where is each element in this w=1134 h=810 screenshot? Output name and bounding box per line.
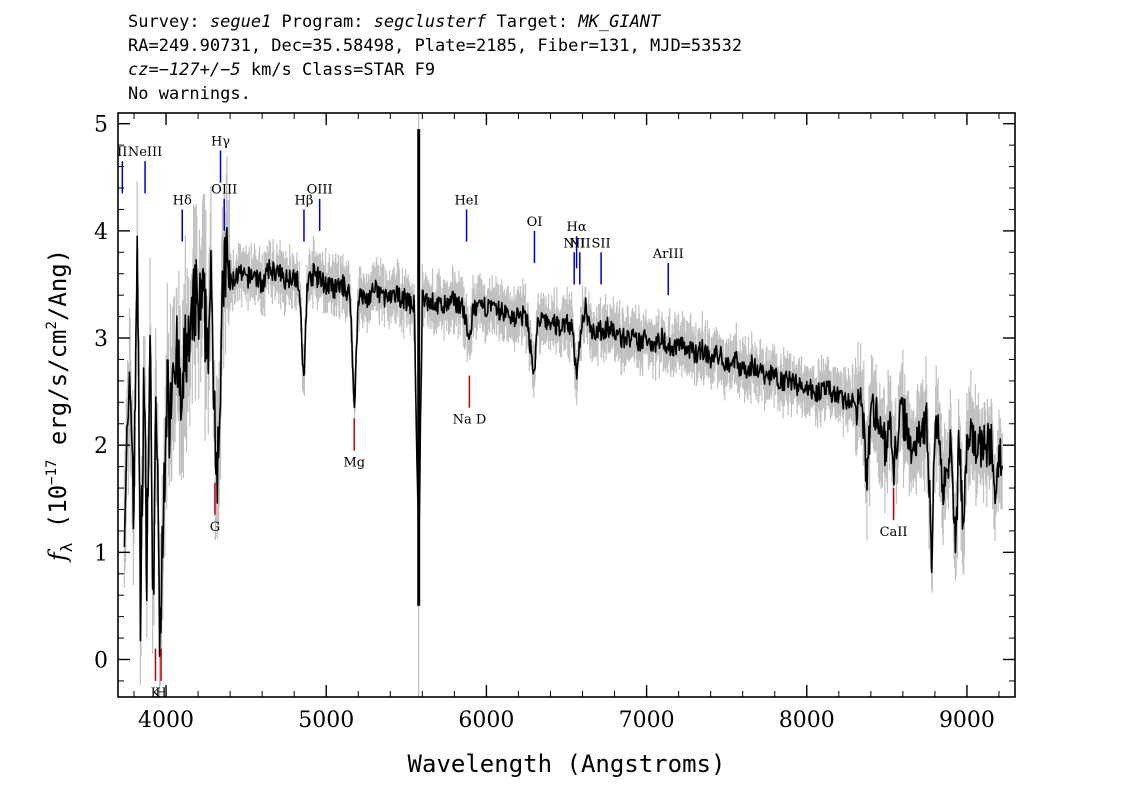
- x-tick-label: 7000: [619, 708, 675, 733]
- x-axis-title: Wavelength (Angstroms): [408, 750, 726, 778]
- absorption-line-label: H: [155, 686, 166, 701]
- y-axis-title: fλ (10−17 erg/s/cm2/Ang): [44, 249, 76, 563]
- x-tick-label: 6000: [458, 708, 514, 733]
- emission-line-label: Hδ: [173, 193, 192, 208]
- cz-value: cz=−127+/−5: [128, 60, 241, 80]
- emission-line-label: ArIII: [652, 247, 684, 262]
- emission-line-label: OI: [527, 215, 543, 230]
- program-label: Program:: [271, 12, 374, 32]
- y-title-units-tail: /Ang): [44, 249, 72, 321]
- emission-line-label: NeIII: [128, 145, 162, 160]
- emission-line-label: OIII: [307, 183, 333, 198]
- y-tick-label: 5: [94, 113, 108, 138]
- emission-line-label: SII: [592, 236, 611, 251]
- emission-line-label: HeI: [454, 193, 478, 208]
- header-line-redshift: cz=−127+/−5 km/s Class=STAR F9: [128, 58, 742, 82]
- emission-line-label: OIII: [211, 183, 237, 198]
- emission-line-label: Hα: [567, 220, 587, 235]
- x-tick-label: 5000: [298, 708, 354, 733]
- cz-class-text: km/s Class=STAR F9: [240, 60, 436, 80]
- y-tick-label: 1: [94, 541, 108, 566]
- header-line-survey: Survey: segue1 Program: segclusterf Targ…: [128, 10, 742, 34]
- y-title-main: (10: [44, 485, 72, 543]
- plot-frame: [117, 112, 1016, 698]
- target-value: MK_GIANT: [578, 12, 661, 32]
- target-label: Target:: [486, 12, 579, 32]
- emission-line-label: NII: [563, 236, 585, 251]
- emission-line-label: Hγ: [211, 135, 230, 150]
- absorption-line-label: CaII: [880, 525, 908, 540]
- flux-series: [123, 129, 1003, 658]
- absorption-line-label: K: [151, 686, 161, 701]
- y-title-units: erg/s/cm: [44, 330, 72, 460]
- header-line-coordinates: RA=249.90731, Dec=35.58498, Plate=2185, …: [128, 36, 743, 56]
- absorption-line-label: Mg: [343, 456, 365, 471]
- survey-label: Survey:: [128, 12, 210, 32]
- y-title-sub: λ: [57, 542, 76, 552]
- absorption-line-label: G: [210, 520, 220, 535]
- emission-line-label: Hβ: [295, 193, 314, 208]
- axes: 4000 5000 6000 7000 8000 9000 0 1 2 3 4 5: [94, 112, 1016, 733]
- y-tick-label: 3: [94, 327, 108, 352]
- program-value: segclusterf: [373, 12, 487, 32]
- y-title-exp: −17: [44, 460, 60, 485]
- emission-line-label: NII: [569, 236, 591, 251]
- y-tick-label: 4: [94, 220, 108, 245]
- y-tick-label: 0: [94, 648, 108, 673]
- y-title-units-exp: 2: [44, 321, 60, 329]
- x-tick-label: 9000: [939, 708, 995, 733]
- x-tick-label: 8000: [779, 708, 835, 733]
- absorption-line-label: Na D: [453, 413, 487, 428]
- flux-line: [123, 227, 1003, 658]
- x-tick-label: 4000: [138, 708, 194, 733]
- survey-value: segue1: [209, 12, 272, 32]
- emission-line-label: II: [117, 145, 127, 160]
- y-tick-label: 2: [94, 434, 108, 459]
- spectrum-header: Survey: segue1 Program: segclusterf Targ…: [128, 10, 742, 106]
- header-line-warnings: No warnings.: [128, 84, 251, 104]
